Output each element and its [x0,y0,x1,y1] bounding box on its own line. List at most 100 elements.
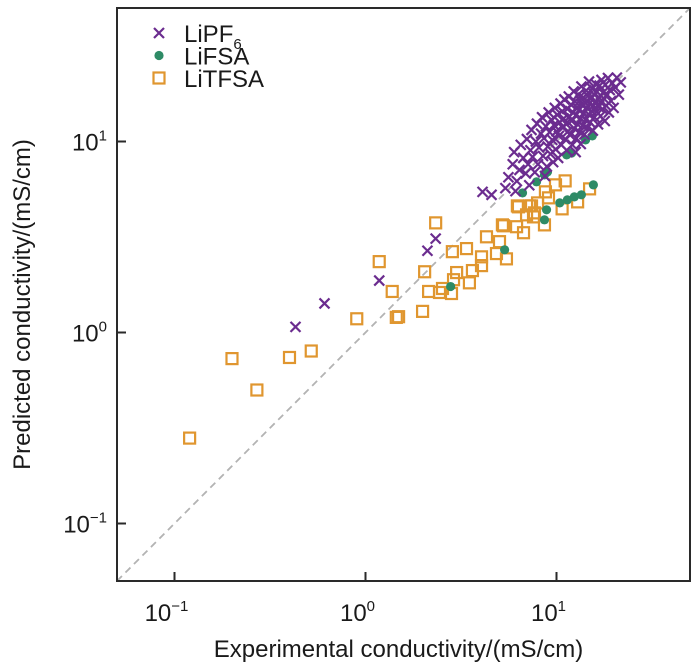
point-litfsa [492,235,507,249]
point-lipf6 [581,121,594,134]
point-litfsa [496,219,511,233]
point-lipf6 [578,128,591,141]
legend-item: LiPF6 [153,21,242,53]
point-litfsa [541,191,556,205]
y-tick-label: 100 [72,319,107,348]
point-litfsa [304,344,318,358]
y-axis-title: Predicted conductivity/(mS/cm) [9,139,36,470]
point-lipf6 [529,166,541,179]
point-lipf6 [429,232,442,245]
legend-item: LiTFSA [152,66,264,93]
x-axis-title: Experimental conductivity/(mS/cm) [214,636,583,663]
point-lipf6 [569,146,582,158]
point-lipf6 [592,118,604,131]
point-lipf6 [530,135,542,148]
point-lifsa [562,195,572,205]
point-lipf6 [599,115,611,127]
point-lipf6 [583,75,595,88]
point-litfsa [558,174,572,188]
point-lipf6 [607,102,620,114]
point-litfsa [282,350,297,365]
point-lifsa [531,177,542,187]
legend-label: LiPF6 [184,21,242,53]
point-lipf6 [542,106,555,119]
point-lipf6 [476,186,489,198]
legend-marker-square-open [152,71,166,85]
point-litfsa [450,265,464,280]
y-tick-label: 10−1 [63,510,107,539]
point-lipf6 [421,244,434,257]
legend-marker-x [153,27,165,39]
point-lipf6 [521,133,533,145]
point-lifsa [541,205,552,215]
point-litfsa [548,178,563,192]
x-axis-ticks: 10−1 100 101 [145,572,566,627]
point-lipf6 [553,130,565,142]
point-litfsa [183,431,197,445]
data-points [183,71,627,445]
point-lipf6 [485,189,498,201]
point-lipf6 [614,76,627,89]
point-lipf6 [547,156,559,168]
point-litfsa [350,312,364,326]
legend-marker-circle [154,50,164,61]
y-axis-ticks: 10−1 100 101 [63,128,126,539]
point-litfsa [445,245,459,259]
point-litfsa [462,276,477,290]
point-lipf6 [523,179,536,192]
point-litfsa [385,284,399,299]
point-litfsa [474,259,489,273]
point-litfsa [459,241,474,256]
point-lipf6 [513,164,526,176]
point-lipf6 [526,151,539,163]
point-lipf6 [574,138,587,150]
point-litfsa [474,250,489,264]
point-lipf6 [289,321,302,333]
point-litfsa [429,216,443,230]
point-litfsa [250,383,264,397]
point-litfsa [432,285,447,300]
point-litfsa [418,265,432,279]
x-tick-label: 100 [340,598,375,627]
point-litfsa [391,310,406,324]
point-litfsa [479,230,494,244]
point-lifsa [539,215,550,225]
point-lipf6 [541,140,554,153]
plot-frame [116,7,691,582]
y-tick-label: 101 [72,128,107,157]
legend-item: LiFSA [154,44,249,71]
point-lifsa [446,281,456,292]
point-lipf6 [539,170,551,182]
legend-label: LiTFSA [184,66,264,93]
point-lipf6 [373,274,386,287]
point-lipf6 [613,88,625,101]
point-lifsa [576,190,586,200]
point-lipf6 [541,160,553,173]
point-lipf6 [532,158,544,171]
legend-label: LiFSA [184,44,249,71]
point-lipf6 [509,185,522,197]
x-tick-label: 10−1 [145,598,189,627]
point-lipf6 [564,129,577,141]
point-lifsa [500,245,510,255]
point-litfsa [372,255,386,269]
series-lipf6 [289,71,627,333]
point-litfsa [422,284,436,299]
point-litfsa [225,352,239,366]
point-lifsa [555,198,565,208]
point-lifsa [588,180,598,190]
point-litfsa [415,304,430,318]
point-lipf6 [524,144,537,157]
point-lipf6 [546,134,559,146]
point-lipf6 [536,111,548,124]
point-lipf6 [318,297,331,310]
x-tick-label: 101 [531,598,566,627]
point-litfsa [516,226,531,240]
point-lifsa [569,192,579,202]
point-lipf6 [548,119,560,131]
point-lipf6 [502,171,515,184]
point-lipf6 [499,182,512,194]
point-lipf6 [519,167,532,180]
